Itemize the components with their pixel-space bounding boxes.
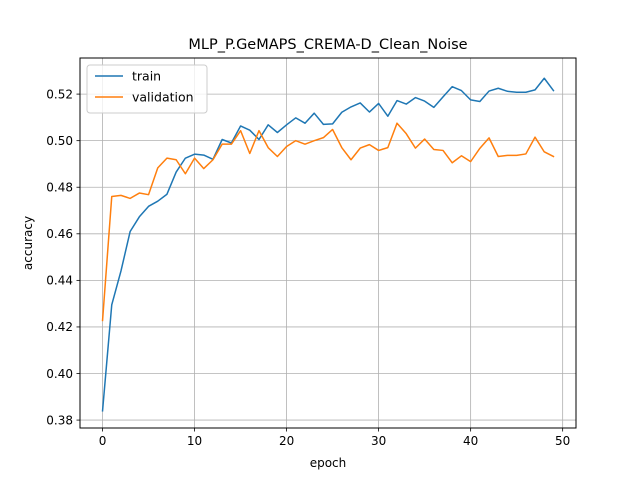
series-line-validation: [101, 122, 555, 322]
y-axis-label: accuracy: [21, 216, 35, 270]
x-axis-label: epoch: [310, 456, 347, 470]
y-tick-label: 0.50: [46, 134, 73, 148]
legend-label-train: train: [132, 69, 161, 84]
y-tick-label: 0.42: [46, 320, 73, 334]
y-tick-label: 0.48: [46, 181, 73, 195]
legend-box: [86, 64, 208, 114]
y-tick-label: 0.46: [46, 227, 73, 241]
series-lines: [101, 77, 555, 412]
x-tick-label: 30: [371, 434, 386, 448]
x-tick-label: 0: [99, 434, 107, 448]
x-tick-label: 10: [187, 434, 202, 448]
y-tick-label: 0.44: [46, 274, 73, 288]
legend: train validation: [86, 64, 208, 114]
y-tick-label: 0.38: [46, 413, 73, 427]
axis-ticks: 0 10 20 30 40 50 0.38 0.40 0.42 0.44 0.46 0.48 0.50 0…: [46, 87, 570, 448]
y-tick-label: 0.52: [46, 87, 73, 101]
x-tick-label: 20: [279, 434, 294, 448]
x-tick-label: 50: [555, 434, 570, 448]
plot-frame: [79, 57, 577, 429]
y-tick-label: 0.40: [46, 367, 73, 381]
chart-title: MLP_P.GeMAPS_CREMA-D_Clean_Noise: [188, 37, 467, 53]
grid-lines: [80, 58, 576, 428]
x-tick-label: 40: [463, 434, 478, 448]
legend-label-validation: validation: [132, 90, 194, 105]
series-line-train: [101, 77, 555, 412]
